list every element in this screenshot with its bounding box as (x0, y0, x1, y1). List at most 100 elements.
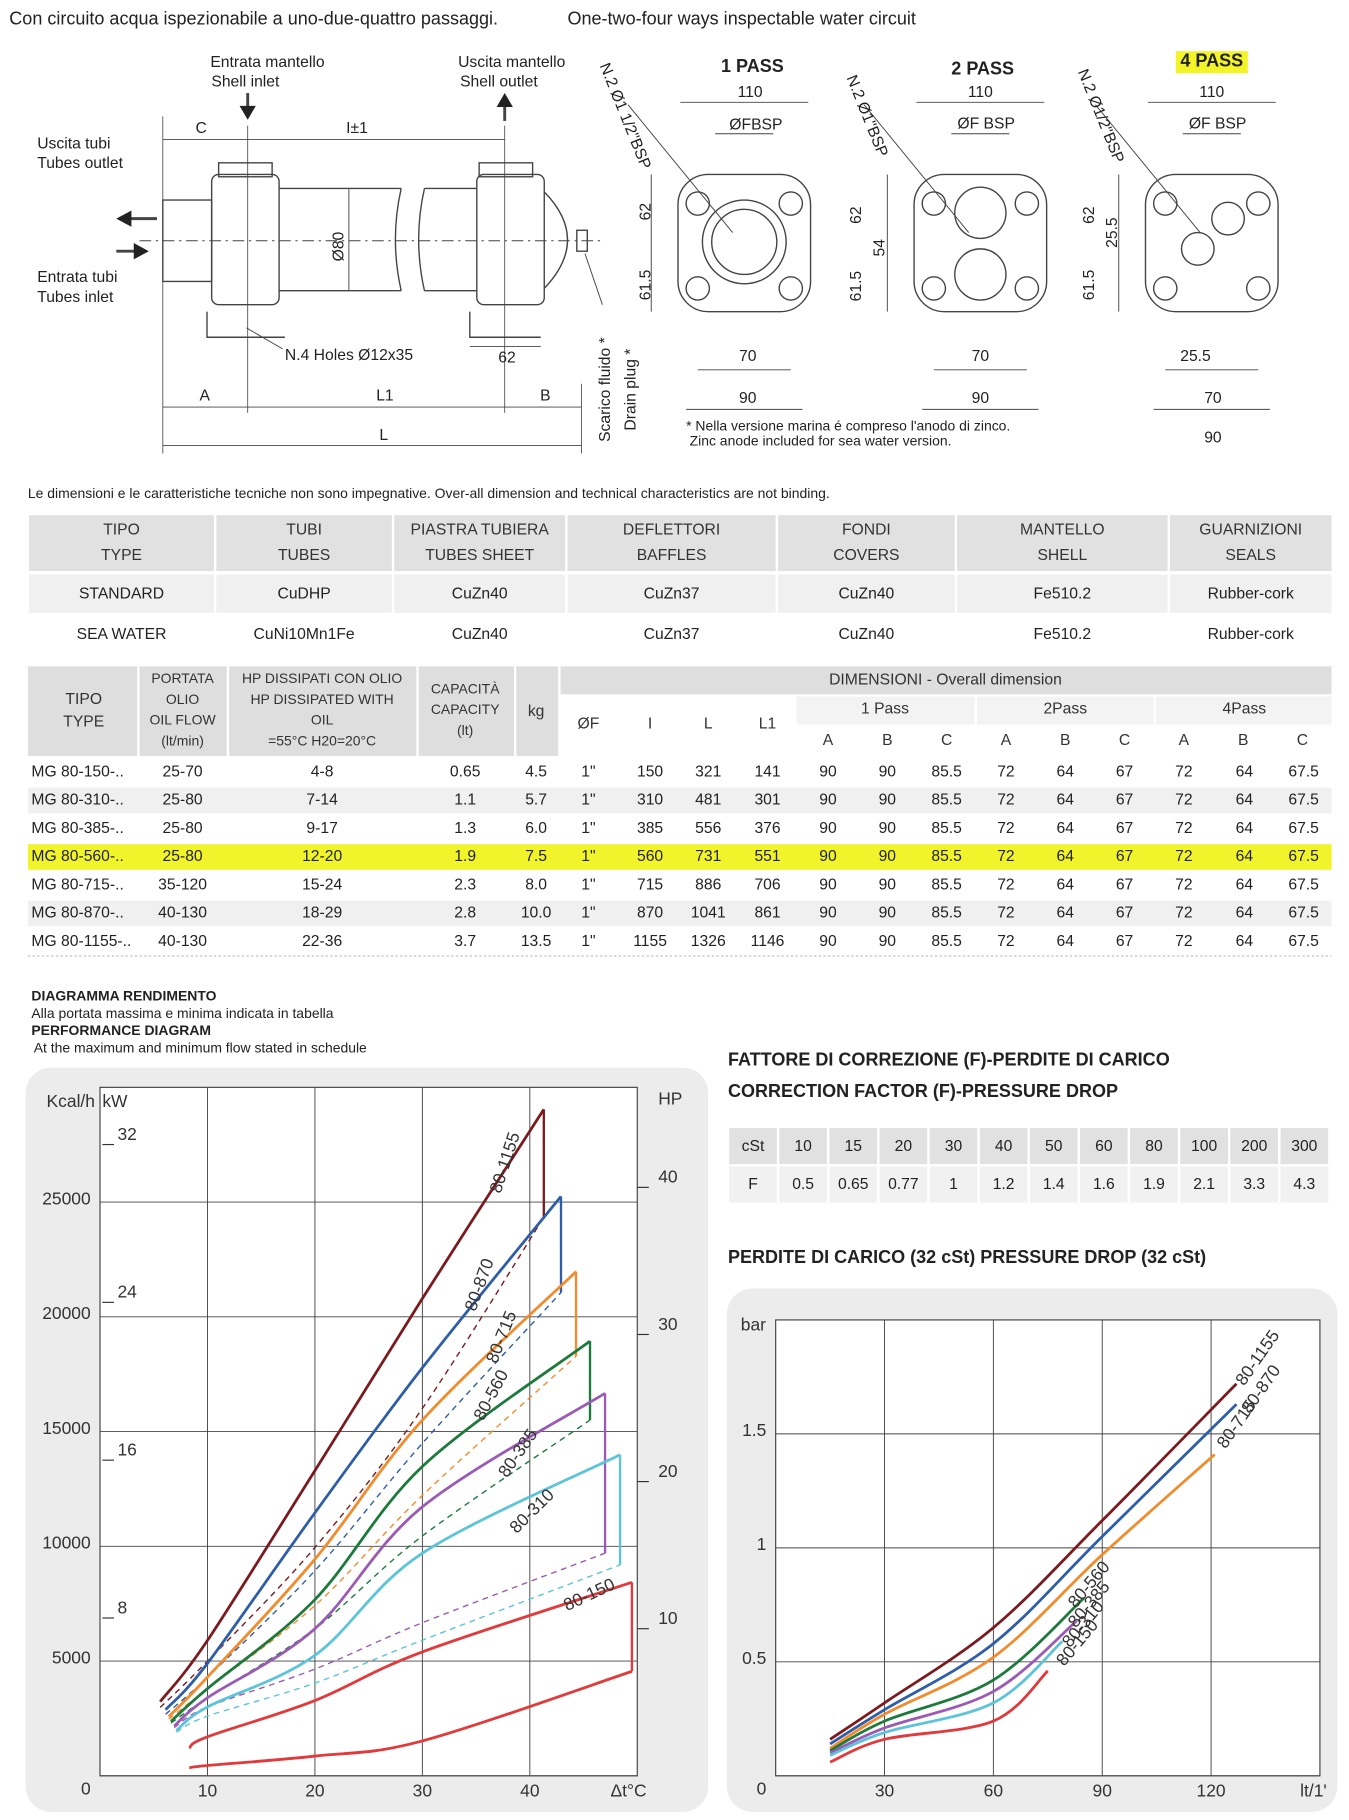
drawing-label: Shell inlet (211, 74, 280, 91)
header-text: OLIO (166, 691, 199, 707)
cell-text: 1.2 (993, 1176, 1015, 1193)
port (1180, 231, 1215, 266)
cell-text: 141 (754, 763, 780, 780)
cell-text: 25-80 (163, 820, 203, 837)
cell-text: 25-70 (163, 763, 203, 780)
cell-text: 1.4 (1043, 1176, 1065, 1193)
cell-text: 64 (1057, 820, 1075, 837)
dimension-label: 110 (1199, 84, 1224, 101)
table-cell (829, 1166, 878, 1203)
cell-text: cSt (742, 1138, 765, 1155)
cell-text: 90 (879, 848, 897, 865)
cell-text: 300 (1291, 1138, 1317, 1155)
header-text: TYPE (101, 547, 142, 564)
cell-text: 90 (879, 763, 897, 780)
cell-text: 85.5 (931, 792, 962, 809)
bolt-hole (1014, 276, 1040, 301)
cell-text: Fe510.2 (1034, 585, 1092, 602)
header-text: TUBI (286, 521, 322, 538)
view-title: 2 PASS (951, 59, 1014, 79)
arrowhead (133, 243, 149, 260)
cell-text: 64 (1236, 820, 1254, 837)
cell-text: 67 (1116, 763, 1133, 780)
port (954, 186, 1007, 240)
header-cell (516, 666, 559, 756)
cell-text: 64 (1236, 933, 1254, 950)
cell-text: 8.0 (525, 876, 547, 893)
cell-text: Rubber-cork (1208, 585, 1294, 602)
cell-text: 67 (1116, 905, 1133, 922)
x-tick-label: 30 (875, 1781, 895, 1801)
drawing-label: L1 (376, 388, 393, 405)
cell-text: SEA WATER (77, 626, 167, 643)
cell-text: 1" (581, 905, 595, 922)
bolt-hole (1152, 276, 1178, 301)
header-text: (lt/min) (161, 733, 204, 749)
cell-text: 90 (819, 820, 837, 837)
cell-text: 64 (1236, 848, 1254, 865)
header-text: 4Pass (1223, 701, 1267, 718)
cell-text: 1" (581, 933, 595, 950)
header-text: MANTELLO (1020, 521, 1105, 538)
table-cell (979, 1128, 1028, 1165)
y3-tick-label: 20 (658, 1461, 678, 1481)
cell-text: 85.5 (931, 933, 962, 950)
curve-max (173, 1392, 606, 1728)
table-cell (1080, 1166, 1128, 1203)
cell-text: MG 80-870-.. (31, 905, 123, 922)
header-text: CAPACITÀ (431, 680, 500, 696)
cell-text: 15 (845, 1138, 863, 1155)
cell-text: 1.9 (454, 848, 476, 865)
dimension-label: 62 (638, 203, 655, 220)
cell-text: 90 (879, 905, 897, 922)
cell-text: CuZn37 (644, 585, 700, 602)
cell-text: 67 (1116, 876, 1133, 893)
table-cell (778, 574, 955, 613)
cell-text: 150 (637, 763, 663, 780)
bolt-hole (921, 276, 947, 301)
cell-text: 1041 (691, 905, 726, 922)
curve-max (829, 1640, 1064, 1757)
cell-text: 64 (1236, 792, 1254, 809)
x-tick-label: 40 (520, 1781, 540, 1801)
drawing-label: Ø80 (331, 231, 348, 261)
y3-tick-label: 40 (658, 1167, 678, 1187)
cell-text: 706 (754, 876, 780, 893)
cell-text: 67.5 (1288, 933, 1319, 950)
header-text: L (704, 716, 713, 733)
cell-text: 72 (1175, 763, 1192, 780)
drawing-label: L (379, 427, 388, 444)
cell-text: 72 (997, 763, 1014, 780)
curve-max (829, 1453, 1216, 1750)
dimension-label: ØFBSP (729, 117, 782, 134)
head-left (210, 173, 280, 306)
cell-text: 886 (695, 876, 721, 893)
cell-text: 72 (1175, 848, 1192, 865)
x-tick-label: 90 (1093, 1781, 1113, 1801)
cell-text: 3.7 (454, 933, 476, 950)
dimension-label: 110 (968, 84, 993, 101)
header-text: B (1238, 732, 1248, 749)
cell-text: 40-130 (158, 933, 207, 950)
cell-text: 1155 (633, 933, 667, 950)
table-cell (957, 574, 1168, 613)
cell-text: 90 (819, 763, 837, 780)
section-title: FATTORE DI CORREZIONE (F)-PERDITE DI CAR… (728, 1049, 1170, 1069)
cell-text: 67.5 (1288, 848, 1319, 865)
cell-text: 90 (819, 905, 837, 922)
cell-text: 85.5 (931, 876, 962, 893)
cell-text: 67 (1116, 792, 1133, 809)
section-title: CORRECTION FACTOR (F)-PRESSURE DROP (728, 1081, 1118, 1101)
bolt-hole (1245, 191, 1271, 216)
cell-text: 12-20 (302, 848, 342, 865)
table-cell (778, 615, 955, 654)
cell-text: 10 (794, 1138, 812, 1155)
drawing-label: A (199, 388, 210, 405)
cell-text: 18-29 (302, 905, 342, 922)
cell-text: 731 (695, 848, 721, 865)
header-text: L1 (759, 716, 776, 733)
cell-text: 60 (1095, 1138, 1113, 1155)
cell-text: 90 (819, 933, 837, 950)
header-text: B (882, 732, 892, 749)
bolt-hole (1245, 276, 1271, 301)
